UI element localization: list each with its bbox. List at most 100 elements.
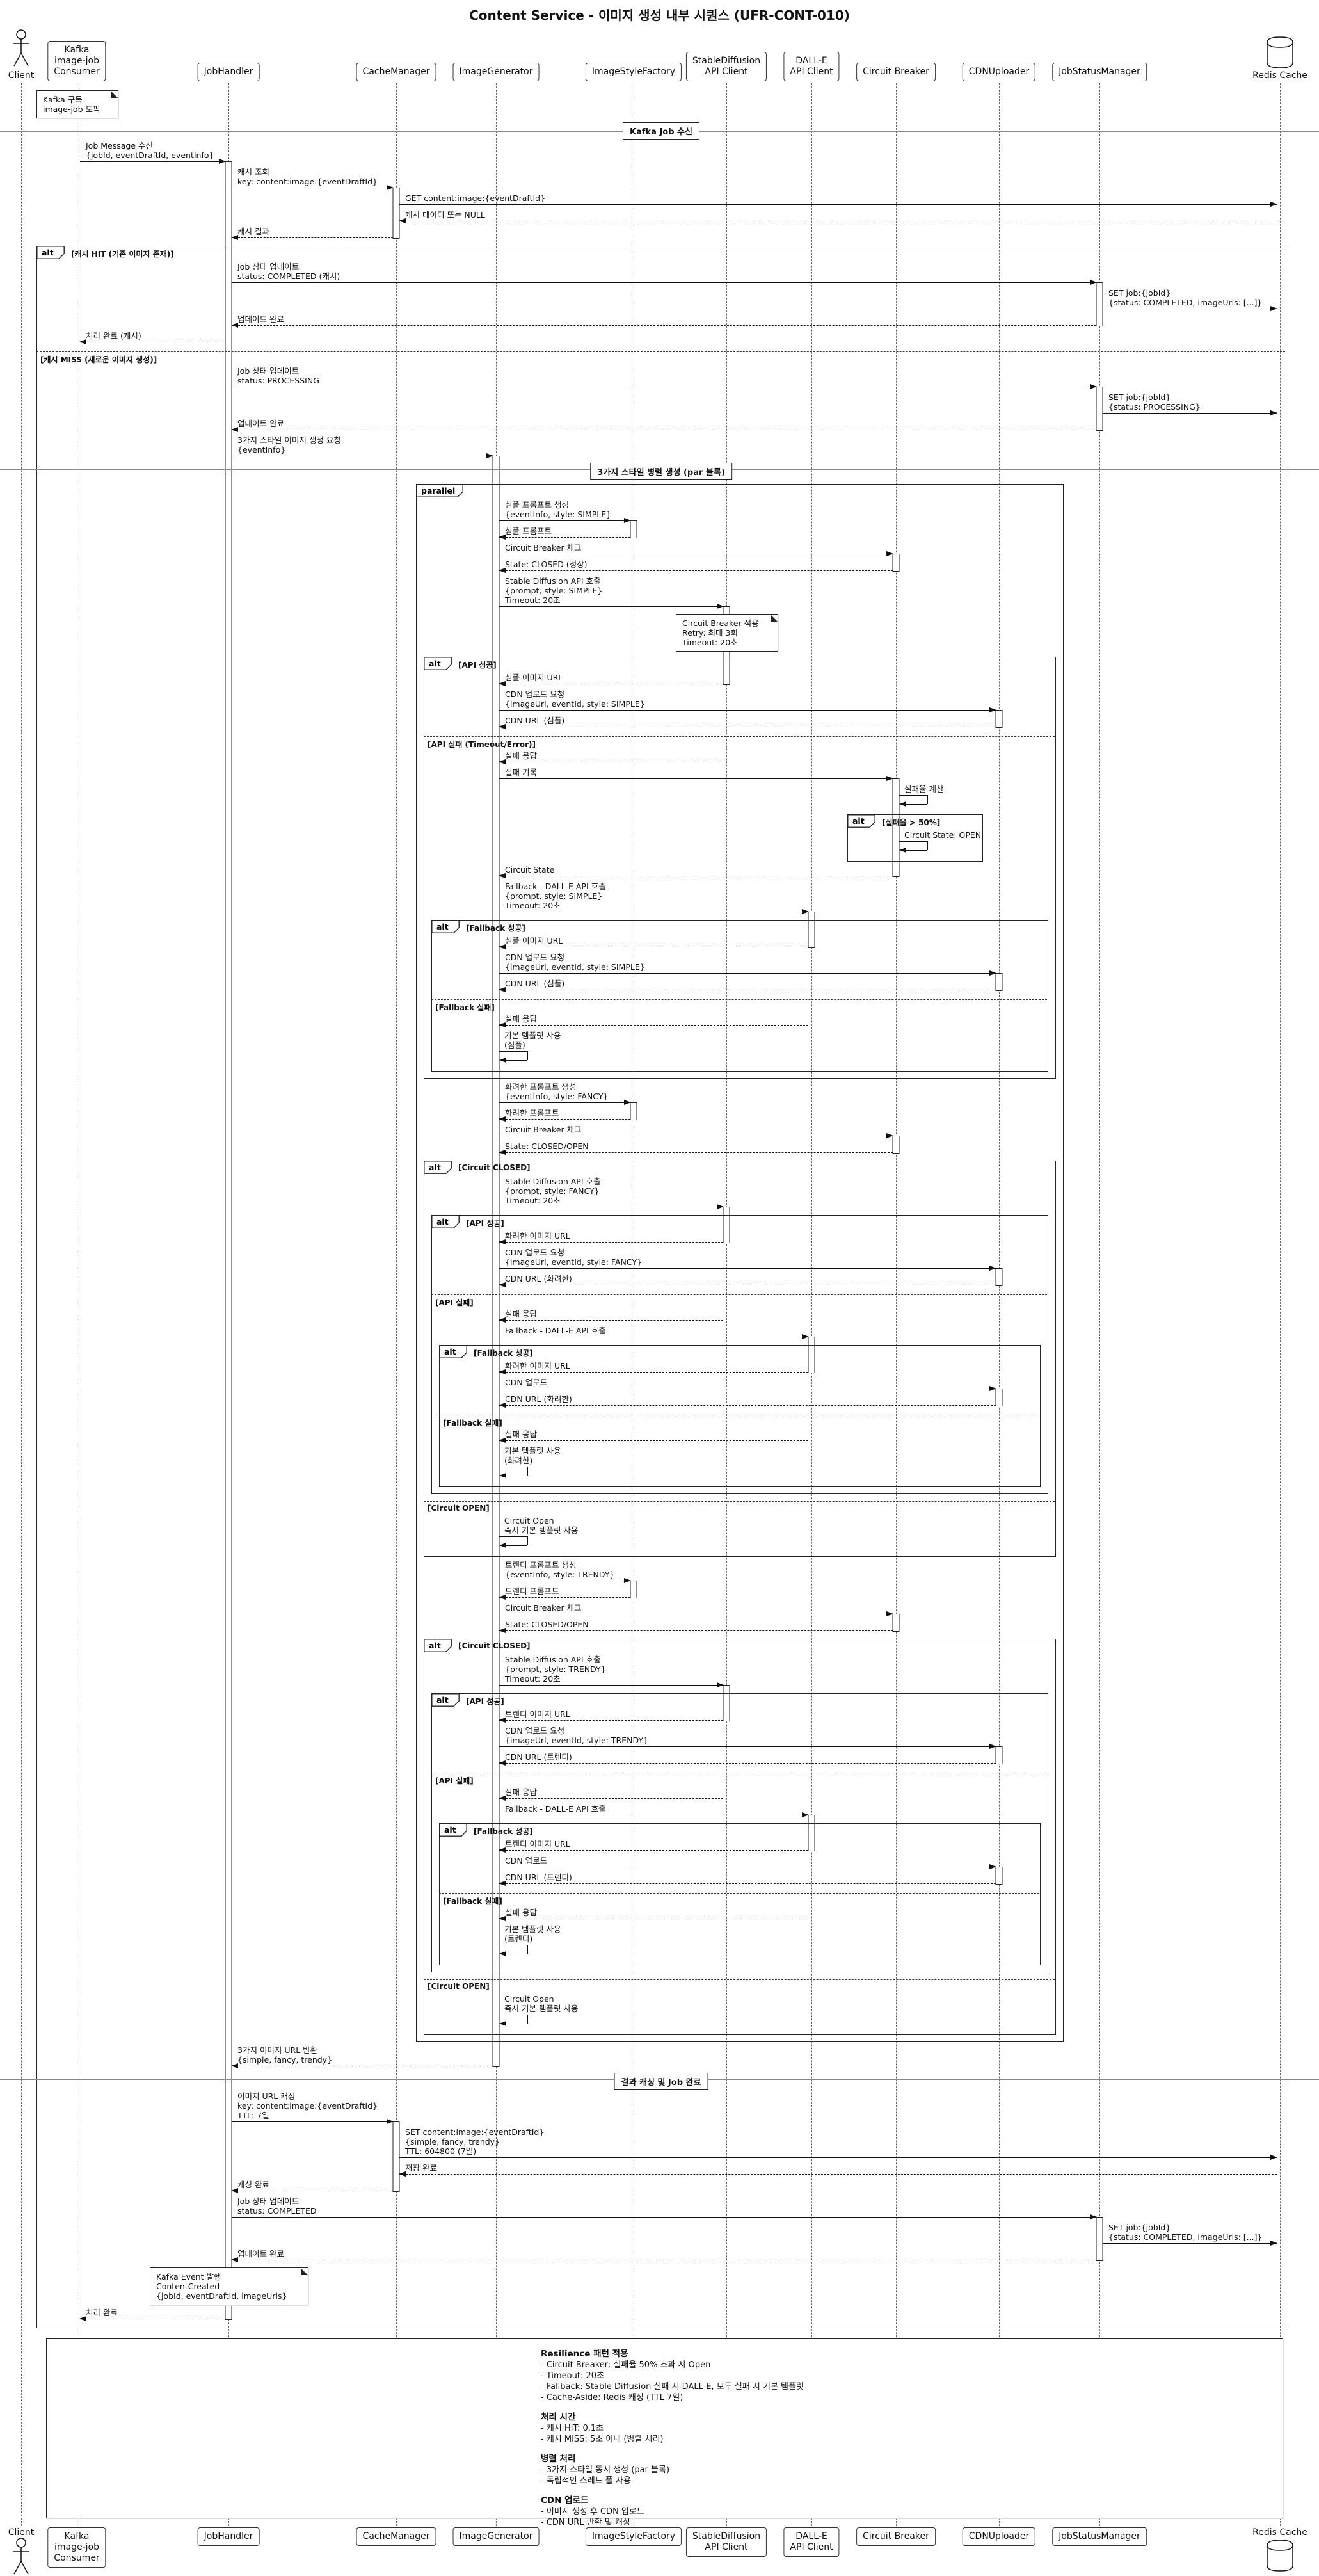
participant-jobstatus-bottom: JobStatusManager xyxy=(1052,2527,1147,2546)
arrowhead xyxy=(802,1812,809,1817)
arrowhead xyxy=(499,944,506,949)
arrowhead xyxy=(499,1239,506,1244)
arrowhead xyxy=(399,218,406,223)
activation-bar xyxy=(392,2121,400,2192)
message-label: State: CLOSED/OPEN xyxy=(505,1620,589,1629)
lifeline-cache xyxy=(396,83,397,2526)
self-message-label: 실패율 계산 xyxy=(904,784,944,794)
message-line xyxy=(80,161,225,162)
self-line-right xyxy=(927,841,928,850)
participant-jobhandler: JobHandler xyxy=(197,63,260,81)
activation-bar xyxy=(808,1337,815,1373)
summary-section-item: - 독립적인 스레드 풀 사용 xyxy=(541,2476,631,2486)
message-label: 저장 완료 xyxy=(405,2163,437,2173)
frame-else-line xyxy=(431,999,1047,1000)
message-line xyxy=(499,1102,630,1103)
svg-text:alt: alt xyxy=(429,1641,441,1650)
arrowhead xyxy=(499,1951,506,1956)
message-label: 심플 프롬프트 생성 {eventInfo, style: SIMPLE} xyxy=(505,500,612,519)
message-label: 업데이트 완료 xyxy=(237,314,284,324)
lifeline-jobstatus xyxy=(1099,83,1100,2526)
arrowhead xyxy=(387,185,394,190)
divider-label: 결과 캐싱 및 Job 완료 xyxy=(614,2073,708,2090)
participant-redis-bottom: Redis Cache xyxy=(1252,2527,1307,2538)
participant-sd: StableDiffusion API Client xyxy=(685,52,767,81)
lifeline-redis xyxy=(1280,83,1281,2526)
self-line-bottom xyxy=(902,804,927,805)
arrowhead xyxy=(499,1150,506,1155)
message-label: 업데이트 완료 xyxy=(237,419,284,428)
frame-label: alt xyxy=(439,1823,467,1839)
message-label: CDN 업로드 xyxy=(505,1856,548,1865)
arrowhead xyxy=(499,1438,506,1443)
note: Circuit Breaker 적용 Retry: 최대 3회 Timeout:… xyxy=(676,614,778,652)
frame-condition: [Circuit CLOSED] xyxy=(458,1163,531,1172)
message-label: 트렌디 프롬프트 xyxy=(505,1586,559,1596)
message-label: 트렌디 이미지 URL xyxy=(505,1839,570,1849)
self-line-right xyxy=(527,2015,528,2024)
summary-note: Resilience 패턴 적용 - Circuit Breaker: 실패율 5… xyxy=(46,2338,1283,2527)
message-label: 화려한 이미지 URL xyxy=(505,1231,570,1241)
message-label: Job 상태 업데이트 status: PROCESSING xyxy=(237,366,319,385)
arrowhead xyxy=(899,848,906,853)
frame-label: alt xyxy=(431,920,460,936)
message-label: CDN URL (심플) xyxy=(505,716,565,725)
arrowhead xyxy=(717,1682,724,1687)
activation-bar xyxy=(892,778,900,877)
message-label: Job Message 수신 {jobId, eventDraftId, eve… xyxy=(86,141,214,160)
activation-bar xyxy=(1096,387,1103,431)
svg-text:alt: alt xyxy=(436,922,449,931)
message-label: 실패 응답 xyxy=(505,751,537,761)
lifeline-cb xyxy=(896,83,897,2526)
message-label: 심플 프롬프트 xyxy=(505,526,552,536)
message-label: Job 상태 업데이트 status: COMPLETED xyxy=(237,2196,317,2216)
self-line-right xyxy=(927,795,928,804)
arrowhead xyxy=(499,1282,506,1287)
arrowhead xyxy=(989,1266,996,1271)
message-label: 3가지 이미지 URL 반환 {simple, fancy, trendy} xyxy=(237,2045,333,2065)
participant-dalle: DALL-E API Client xyxy=(783,52,840,81)
message-line xyxy=(399,2174,1277,2175)
message-line xyxy=(399,204,1277,205)
message-label: 심플 이미지 URL xyxy=(505,673,563,682)
participant-kafka-bottom: Kafka image-job Consumer xyxy=(47,2527,106,2568)
message-line xyxy=(499,710,996,711)
message-line xyxy=(499,1242,723,1243)
message-label: Circuit Breaker 체크 xyxy=(505,1603,582,1613)
arrowhead xyxy=(499,1022,506,1027)
message-line xyxy=(499,1440,808,1441)
participant-cdn-bottom: CDNUploader xyxy=(962,2527,1036,2546)
frame-condition: [캐시 HIT (기존 이미지 존재)] xyxy=(71,250,174,259)
frame-condition: [Fallback 성공] xyxy=(466,924,525,933)
message-label: CDN URL (트렌디) xyxy=(505,1872,572,1882)
summary-section-item: - 3가지 스타일 동시 생성 (par 블록) xyxy=(541,2465,670,2475)
activation-bar xyxy=(723,1685,730,1721)
participant-cb-bottom: Circuit Breaker xyxy=(856,2527,936,2546)
message-line xyxy=(499,537,630,538)
arrowhead xyxy=(499,1369,506,1374)
svg-text:alt: alt xyxy=(436,1695,449,1705)
participant-jobstatus: JobStatusManager xyxy=(1052,63,1147,81)
actor-icon xyxy=(13,29,29,72)
participant-cache-bottom: CacheManager xyxy=(356,2527,436,2546)
message-label: 캐시 데이터 또는 NULL xyxy=(405,210,485,220)
message-line xyxy=(232,282,1096,283)
self-line-bottom xyxy=(902,850,927,851)
arrowhead xyxy=(1090,280,1097,285)
arrowhead xyxy=(989,1864,996,1869)
frame-else-line xyxy=(424,1979,1055,1980)
arrowhead xyxy=(499,1796,506,1801)
activation-bar xyxy=(892,1614,900,1632)
message-line xyxy=(499,1850,808,1851)
message-line xyxy=(499,1152,893,1153)
activation-bar xyxy=(892,1136,900,1154)
self-line-right xyxy=(527,1051,528,1060)
arrowhead xyxy=(387,2119,394,2124)
self-line-top xyxy=(899,795,927,796)
arrowhead xyxy=(499,1116,506,1122)
frame-condition: [API 성공] xyxy=(466,1697,504,1706)
participant-cdn: CDNUploader xyxy=(962,63,1036,81)
arrowhead xyxy=(624,1578,631,1583)
message-label: 처리 완료 (캐시) xyxy=(86,331,141,341)
arrowhead xyxy=(231,2257,238,2262)
